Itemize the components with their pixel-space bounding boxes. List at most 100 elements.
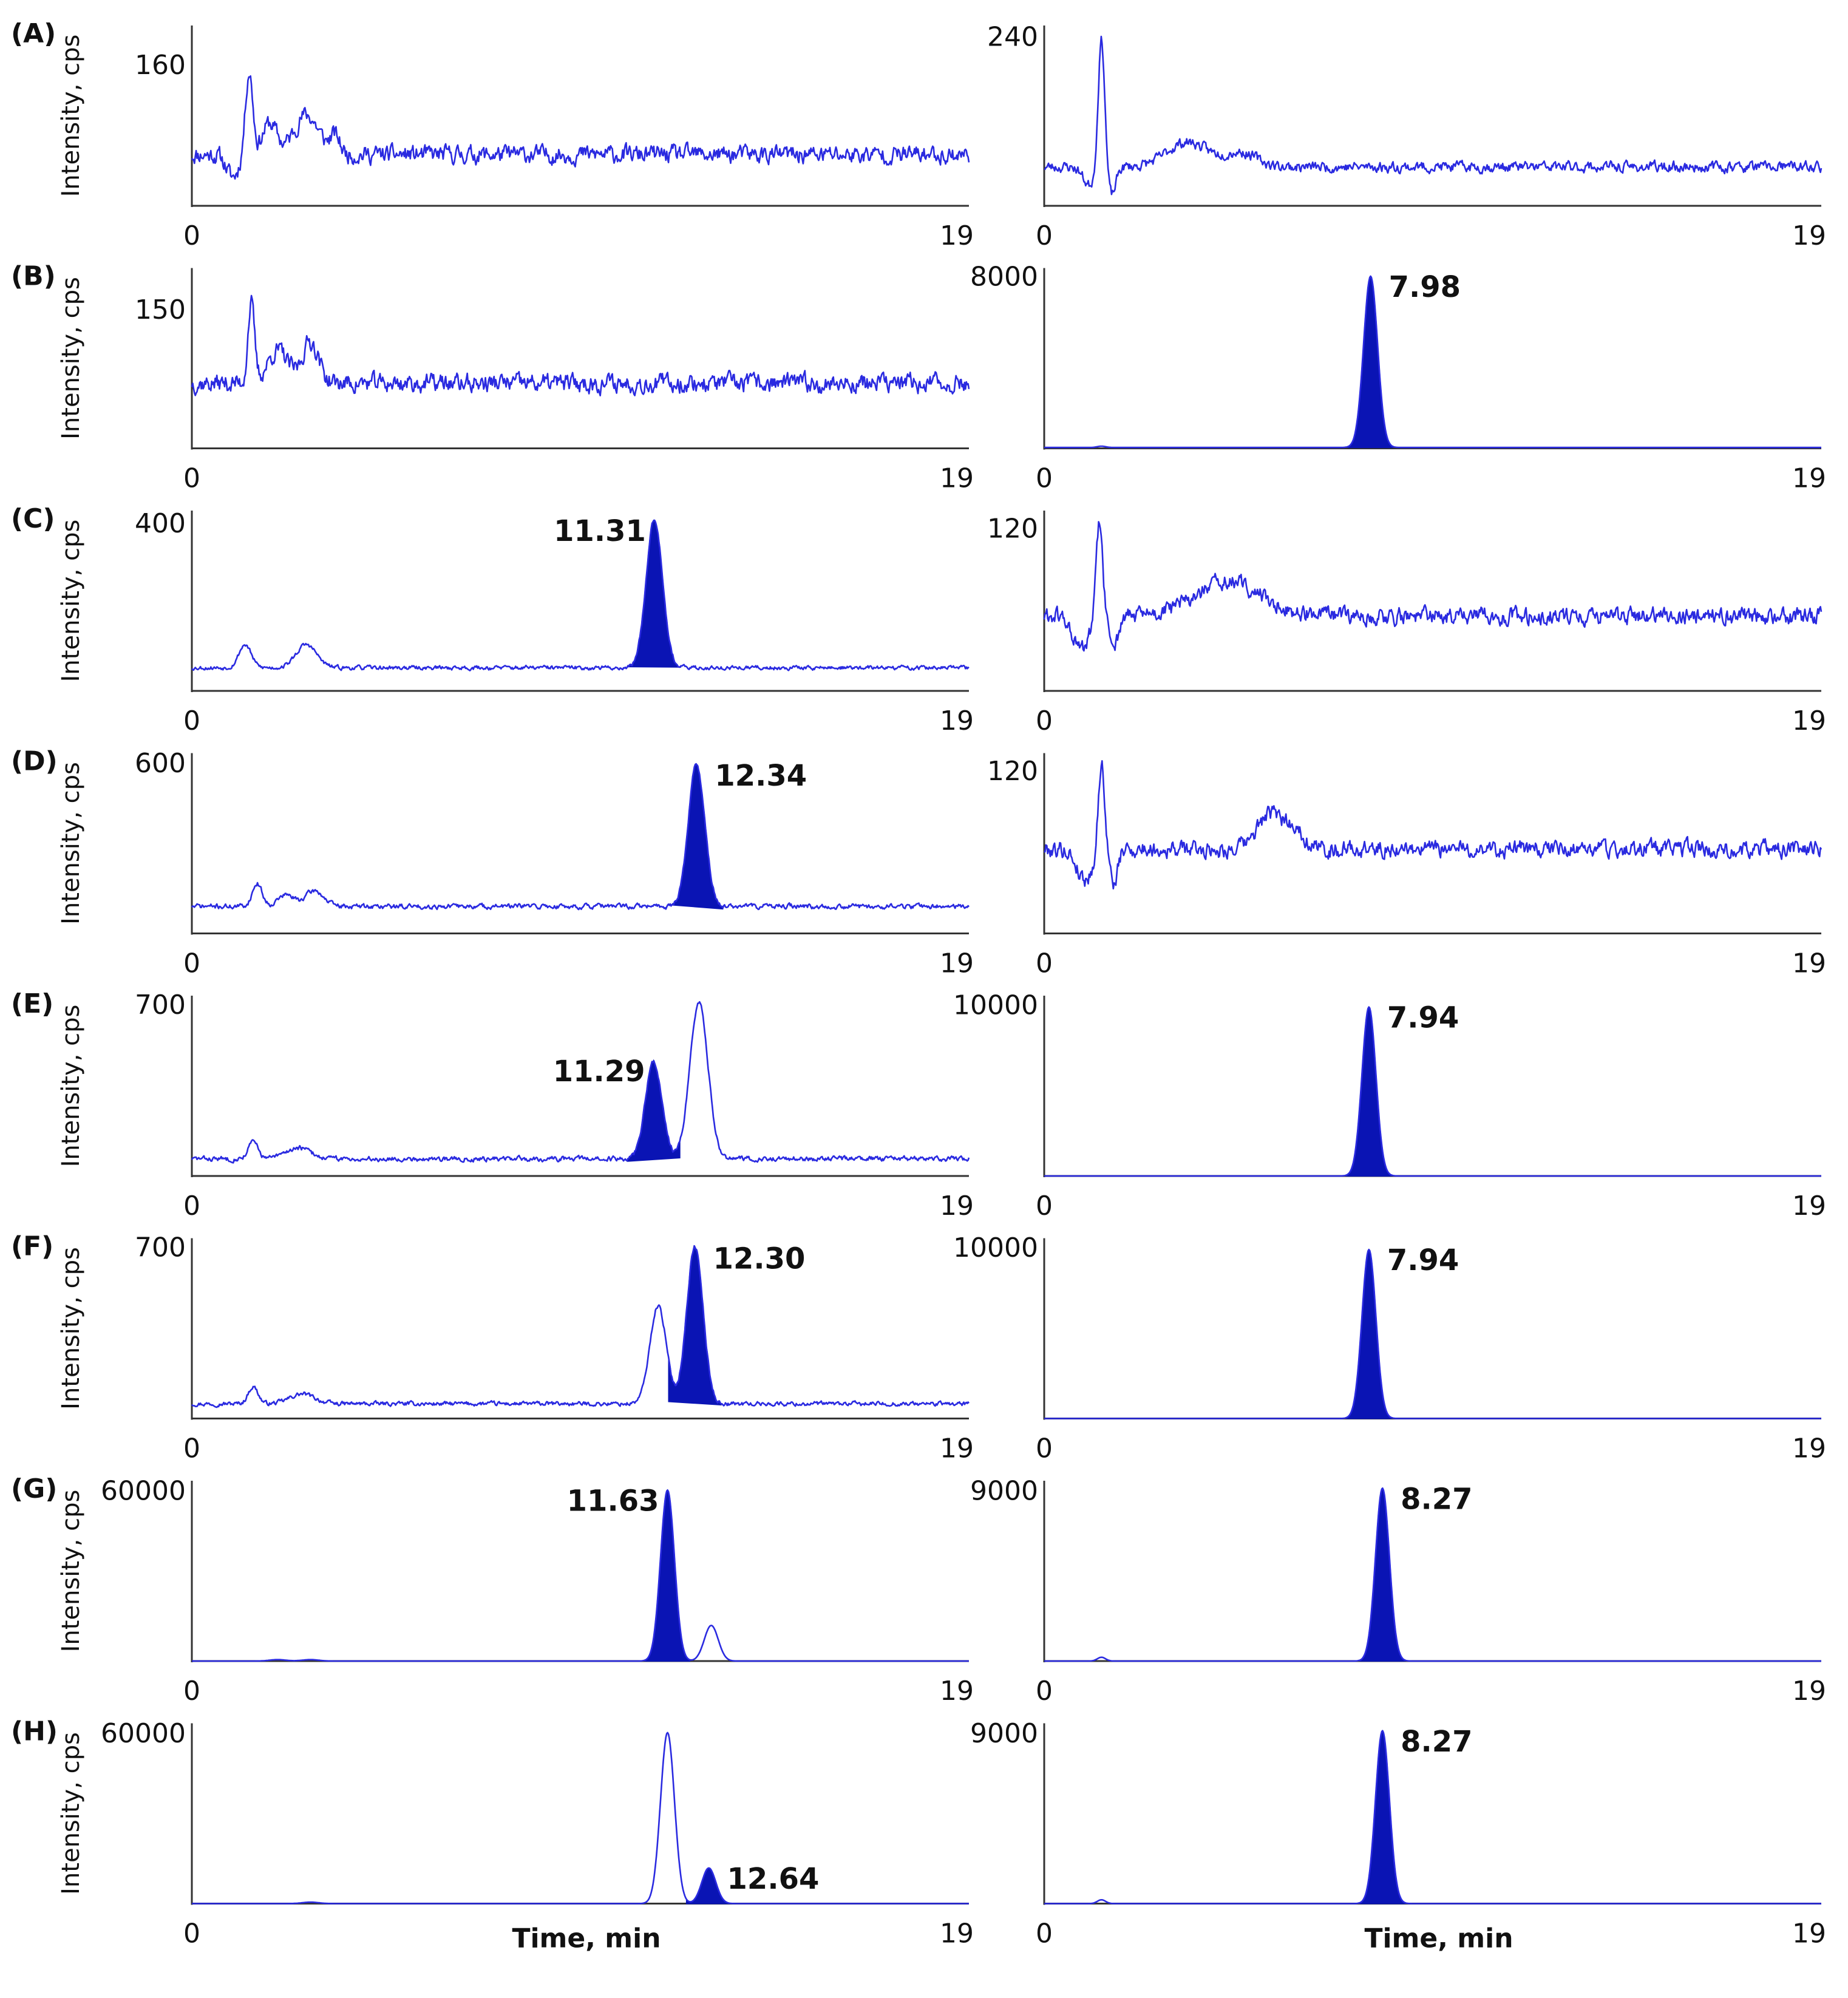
x-tick-label-start: 0 xyxy=(1036,1191,1053,1222)
x-tick-label-end: 19 xyxy=(940,463,974,494)
peak-label-0: 7.94 xyxy=(1387,1001,1459,1035)
panel-f-right: 10000 0 19 7.94 xyxy=(953,1232,1826,1464)
x-tick-label-end: 19 xyxy=(940,705,974,736)
trace-line xyxy=(191,763,970,911)
panel-d-right: 120 0 19 xyxy=(987,753,1826,979)
x-tick-label-start: 0 xyxy=(183,1918,200,1949)
y-tick-label: 60000 xyxy=(101,1475,186,1506)
trace-line xyxy=(1044,760,1823,890)
x-axis-label: Time, min xyxy=(1364,1923,1513,1954)
x-tick-label-start: 0 xyxy=(1036,705,1053,736)
y-tick-label: 9000 xyxy=(970,1475,1038,1506)
x-tick-label-end: 19 xyxy=(940,948,974,979)
peak-label-0: 11.63 xyxy=(567,1484,659,1518)
x-tick-label-start: 0 xyxy=(1036,463,1053,494)
panel-label: (F) xyxy=(11,1231,53,1262)
panel-label: (B) xyxy=(11,261,56,292)
trace-line xyxy=(1044,1248,1821,1419)
panel-h-left: (H)Intensity, cps 60000 0 19 Time, min 12.64 xyxy=(11,1716,974,1954)
y-tick-label: 240 xyxy=(987,22,1038,53)
y-tick-label: 9000 xyxy=(970,1718,1038,1749)
x-tick-label-start: 0 xyxy=(183,220,200,251)
x-tick-label-start: 0 xyxy=(1036,1676,1053,1707)
x-tick-label-start: 0 xyxy=(183,463,200,494)
panel-a-right: 240 0 19 xyxy=(987,22,1826,251)
y-tick-label: 10000 xyxy=(953,990,1038,1021)
peak-label-0: 7.98 xyxy=(1389,270,1461,304)
x-tick-label-start: 0 xyxy=(183,1191,200,1222)
x-tick-label-end: 19 xyxy=(1792,1918,1826,1949)
y-axis-label: Intensity, cps xyxy=(57,1490,85,1653)
x-tick-label-end: 19 xyxy=(1792,948,1826,979)
y-axis-label: Intensity, cps xyxy=(57,277,85,440)
trace-line xyxy=(1044,1487,1821,1662)
trace-line xyxy=(1043,521,1823,652)
x-tick-label-start: 0 xyxy=(1036,220,1053,251)
panel-g-right: 9000 0 19 8.27 xyxy=(970,1475,1826,1707)
y-axis-label: Intensity, cps xyxy=(57,1732,85,1895)
peak-label-0: 8.27 xyxy=(1401,1482,1472,1516)
panel-d-left: (D)Intensity, cps 600 0 19 12.34 xyxy=(11,746,974,979)
trace-line xyxy=(191,1001,970,1164)
y-tick-label: 8000 xyxy=(970,262,1038,293)
y-tick-label: 60000 xyxy=(101,1718,186,1749)
x-tick-label-end: 19 xyxy=(1792,220,1826,251)
x-tick-label-end: 19 xyxy=(940,1676,974,1707)
x-tick-label-end: 19 xyxy=(1792,1191,1826,1222)
y-axis-label: Intensity, cps xyxy=(57,35,85,197)
y-tick-label: 700 xyxy=(135,990,186,1021)
x-tick-label-start: 0 xyxy=(183,705,200,736)
x-axis-label: Time, min xyxy=(512,1923,661,1954)
x-tick-label-start: 0 xyxy=(1036,1433,1053,1464)
y-tick-label: 120 xyxy=(987,756,1038,787)
x-tick-label-end: 19 xyxy=(940,1191,974,1222)
y-tick-label: 10000 xyxy=(953,1232,1038,1263)
x-tick-label-start: 0 xyxy=(1036,1918,1053,1949)
panel-c-right: 120 0 19 xyxy=(987,511,1826,736)
peak-label-1: 12.64 xyxy=(727,1862,820,1896)
peak-label-0: 8.27 xyxy=(1401,1725,1472,1759)
panel-label: (G) xyxy=(11,1473,57,1504)
trace-line xyxy=(1044,1006,1821,1177)
y-tick-label: 160 xyxy=(135,50,186,81)
trace-line xyxy=(191,1245,970,1408)
panel-c-left: (C)Intensity, cps 400 0 19 11.31 xyxy=(11,503,974,736)
x-tick-label-start: 0 xyxy=(183,1676,200,1707)
panel-label: (E) xyxy=(11,988,53,1019)
y-tick-label: 400 xyxy=(135,508,186,539)
x-tick-label-end: 19 xyxy=(1792,705,1826,736)
y-axis-label: Intensity, cps xyxy=(57,762,85,925)
panel-label: (H) xyxy=(11,1716,58,1747)
panel-h-right: 9000 0 19 Time, min 8.27 xyxy=(970,1718,1826,1954)
x-tick-label-end: 19 xyxy=(1792,1433,1826,1464)
y-tick-label: 700 xyxy=(135,1232,186,1263)
trace-line xyxy=(191,294,970,396)
x-tick-label-start: 0 xyxy=(183,948,200,979)
panel-f-left: (F)Intensity, cps 700 0 19 12.30 xyxy=(11,1231,974,1464)
y-tick-label: 120 xyxy=(987,513,1038,544)
peak-label-1: 12.30 xyxy=(713,1242,806,1276)
x-tick-label-start: 0 xyxy=(1036,948,1053,979)
x-tick-label-start: 0 xyxy=(183,1433,200,1464)
panel-b-right: 8000 0 19 7.98 xyxy=(970,262,1826,494)
y-axis-label: Intensity, cps xyxy=(57,520,85,682)
trace-line xyxy=(191,75,970,180)
trace-line xyxy=(1044,1730,1821,1905)
trace-line xyxy=(192,1731,969,1905)
y-tick-label: 600 xyxy=(135,748,186,779)
x-tick-label-end: 19 xyxy=(940,220,974,251)
panel-a-left: (A)Intensity, cps 160 0 19 xyxy=(11,18,974,251)
x-tick-label-end: 19 xyxy=(1792,463,1826,494)
peak-label-0: 11.31 xyxy=(554,514,646,548)
panel-label: (C) xyxy=(11,503,55,534)
y-axis-label: Intensity, cps xyxy=(57,1005,85,1167)
panel-e-right: 10000 0 19 7.94 xyxy=(953,990,1826,1222)
panel-e-left: (E)Intensity, cps 700 0 19 11.29 xyxy=(11,988,974,1222)
trace-line xyxy=(1044,275,1821,449)
panel-label: (D) xyxy=(11,746,58,777)
panel-g-left: (G)Intensity, cps 60000 0 19 11.63 xyxy=(11,1473,974,1707)
x-tick-label-end: 19 xyxy=(1792,1676,1826,1707)
y-axis-label: Intensity, cps xyxy=(57,1247,85,1410)
trace-line xyxy=(191,519,970,671)
